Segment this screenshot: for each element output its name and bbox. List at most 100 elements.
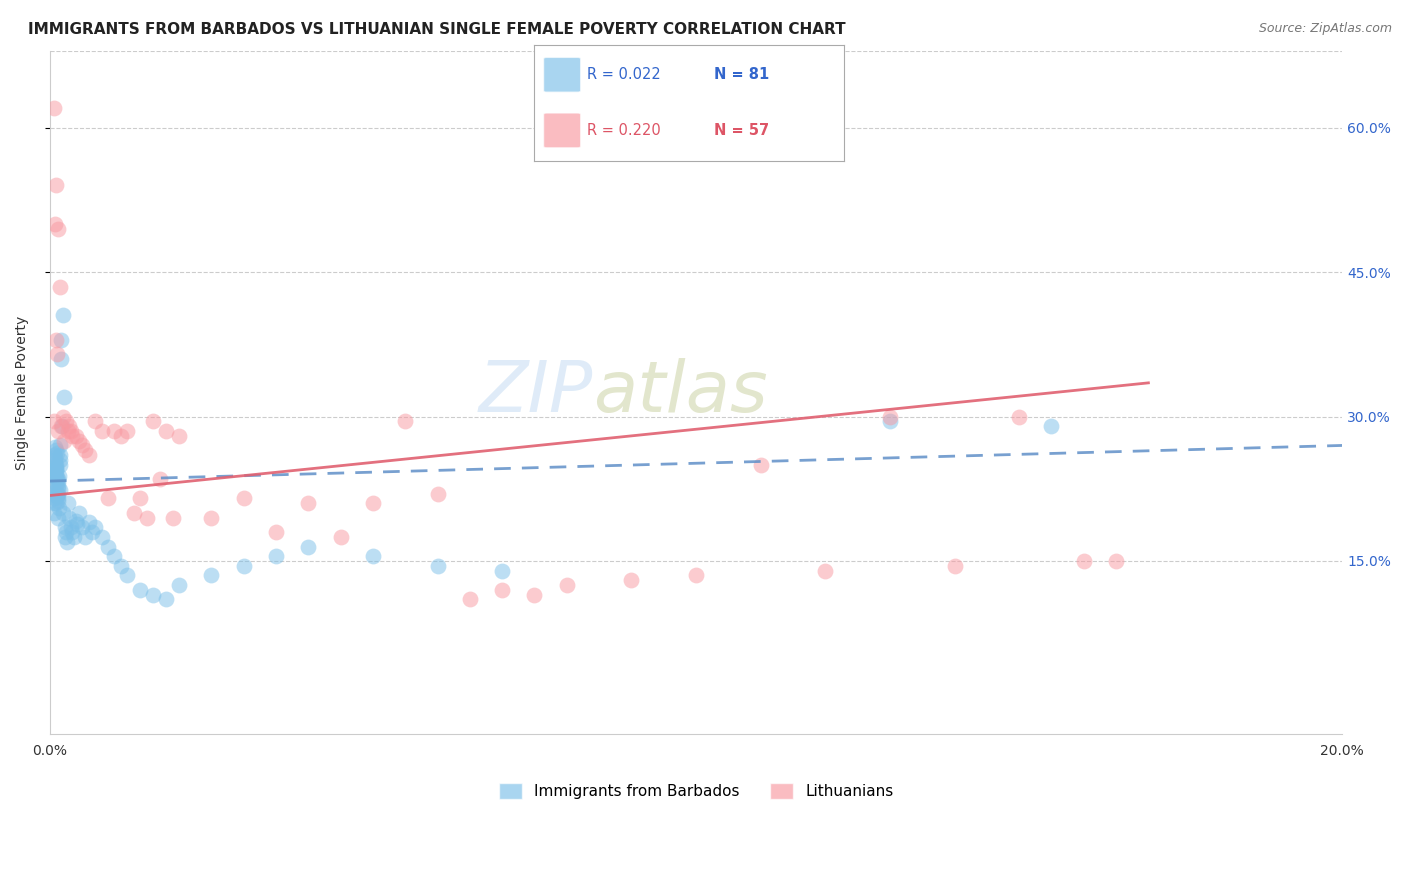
Point [167,429,190,443]
Point [149,472,172,486]
Point [45,178,67,193]
Point [44,414,66,428]
Point [879,414,901,428]
Point [297,540,319,554]
Point [59,424,82,438]
FancyBboxPatch shape [544,57,581,92]
Text: Source: ZipAtlas.com: Source: ZipAtlas.com [1258,22,1392,36]
Point [394,414,416,428]
Point [44,496,66,510]
Point [53,434,76,448]
Point [84,520,107,534]
Point [46,510,69,524]
Text: N = 81: N = 81 [714,67,769,82]
Point [90,530,112,544]
Point [1008,409,1031,424]
Point [52,409,75,424]
Point [555,578,578,592]
Point [52,506,75,520]
Point [491,564,513,578]
Text: R = 0.022: R = 0.022 [586,67,661,82]
Point [45,443,67,458]
Point [46,472,69,486]
Point [70,438,93,452]
Point [55,525,77,540]
Point [58,419,80,434]
Point [361,496,384,510]
Point [42,102,65,116]
Point [49,438,72,452]
Point [51,419,73,434]
Point [142,588,165,602]
Point [49,351,72,366]
Point [117,568,139,582]
Point [48,279,70,293]
Point [48,483,70,497]
Point [44,456,66,470]
Point [46,479,69,493]
Point [232,558,254,573]
Point [426,486,449,500]
Point [63,530,86,544]
Point [45,472,67,486]
Point [44,450,66,464]
Point [620,573,643,587]
Point [329,530,352,544]
Point [44,484,66,499]
Point [44,462,66,476]
Point [70,520,93,534]
Point [426,558,449,573]
Point [58,510,80,524]
Point [44,217,66,231]
Point [200,510,222,524]
Point [45,461,67,475]
Point [103,549,125,564]
Point [1105,554,1128,568]
Text: R = 0.220: R = 0.220 [586,123,661,138]
Point [458,592,481,607]
Point [67,506,90,520]
Point [67,434,90,448]
Point [52,309,75,323]
Point [685,568,707,582]
Point [117,424,139,438]
Point [46,482,69,496]
Point [62,525,84,540]
Point [65,514,87,528]
Point [59,520,82,534]
Point [66,517,89,532]
Point [80,525,103,540]
Point [297,496,319,510]
Point [97,540,120,554]
Text: IMMIGRANTS FROM BARBADOS VS LITHUANIAN SINGLE FEMALE POVERTY CORRELATION CHART: IMMIGRANTS FROM BARBADOS VS LITHUANIAN S… [28,22,846,37]
Point [523,588,546,602]
Point [122,506,145,520]
Point [77,448,100,462]
Point [45,333,67,347]
Point [45,469,67,483]
Point [45,467,67,482]
Y-axis label: Single Female Poverty: Single Female Poverty [15,316,30,469]
Point [97,491,120,506]
Point [46,486,69,500]
Point [45,446,67,460]
Point [879,409,901,424]
Point [46,475,69,489]
Point [45,486,67,500]
Point [110,558,132,573]
Point [51,419,73,434]
Point [45,458,67,472]
Point [135,510,157,524]
Point [167,578,190,592]
Point [48,469,70,483]
Point [129,582,152,597]
Text: ZIP: ZIP [478,358,593,427]
Legend: Immigrants from Barbados, Lithuanians: Immigrants from Barbados, Lithuanians [492,777,900,805]
Point [129,491,152,506]
Point [42,491,65,506]
Point [90,424,112,438]
Point [75,443,97,458]
Point [75,530,97,544]
Point [53,530,76,544]
Point [103,424,125,438]
